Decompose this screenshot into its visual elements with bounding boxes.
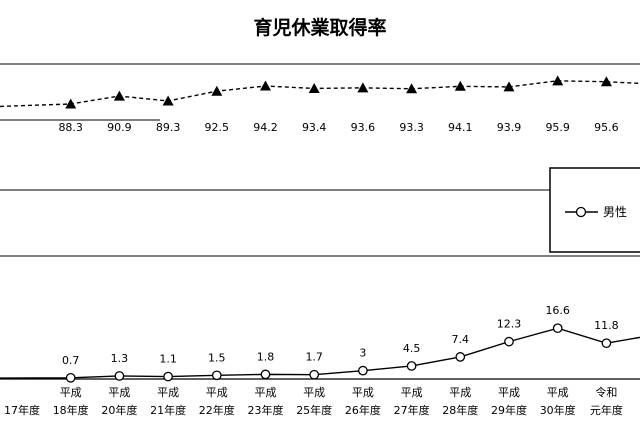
male-point-5: [260, 369, 271, 380]
x-tick-era-3: 平成: [157, 386, 179, 399]
female-point-2: [113, 90, 125, 101]
x-tick-era-8: 平成: [401, 386, 423, 399]
male-point-8: [406, 361, 417, 371]
female-label-8: 93.3: [399, 121, 424, 134]
female-point-7: [357, 82, 369, 93]
x-tick-era-4: 平成: [206, 386, 228, 399]
x-axis: 17年度 平成 18年度 平成 20年度 平成 21年度 平成 22年度 平成 23年度 平成 25年度…: [4, 385, 623, 417]
female-label-4: 92.5: [205, 121, 230, 134]
female-point-4: [211, 85, 223, 96]
male-label-6: 1.7: [305, 351, 323, 364]
female-label-1: 88.3: [58, 121, 83, 134]
x-tick-year-0: 17年度: [4, 403, 40, 417]
male-label-10: 12.3: [497, 318, 522, 331]
x-tick-year-1: 18年度: [53, 403, 89, 417]
female-point-11: [552, 75, 564, 86]
male-label-12: 11.8: [594, 319, 619, 332]
x-tick-era-10: 平成: [498, 386, 520, 399]
female-point-3: [162, 95, 174, 106]
x-tick-era-9: 平成: [449, 386, 471, 399]
male-label-9: 7.4: [452, 333, 470, 346]
male-label-1: 0.7: [62, 354, 80, 367]
male-point-1: [65, 372, 76, 383]
male-label-2: 1.3: [111, 352, 129, 365]
x-tick-era-6: 平成: [303, 386, 325, 399]
female-label-12: 95.6: [594, 121, 619, 134]
female-label-6: 93.4: [302, 121, 327, 134]
female-label-3: 89.3: [156, 121, 181, 134]
x-tick-year-10: 29年度: [491, 403, 527, 417]
x-tick-year-5: 23年度: [248, 403, 284, 417]
legend-label: 男性: [603, 205, 627, 219]
x-tick-year-6: 25年度: [296, 403, 332, 417]
female-point-1: [65, 98, 77, 109]
series-male-line: [0, 327, 640, 379]
x-tick-era-7: 平成: [352, 386, 374, 399]
x-tick-year-12: 元年度: [590, 403, 623, 417]
male-point-9: [455, 352, 466, 362]
x-tick-era-5: 平成: [255, 386, 277, 399]
female-label-2: 90.9: [107, 121, 132, 134]
series-female-line: [0, 80, 640, 108]
female-label-7: 93.6: [351, 121, 376, 134]
male-label-8: 4.5: [403, 342, 421, 355]
male-label-5: 1.8: [257, 350, 275, 363]
female-point-8: [406, 83, 418, 94]
female-label-5: 94.2: [253, 121, 278, 134]
x-tick-year-11: 30年度: [540, 403, 576, 417]
male-point-10: [504, 336, 514, 347]
x-tick-year-4: 22年度: [199, 403, 235, 417]
x-tick-year-2: 20年度: [101, 403, 137, 417]
x-tick-year-3: 21年度: [150, 403, 186, 417]
female-point-6: [308, 82, 320, 93]
x-tick-era-12: 令和: [595, 385, 617, 399]
x-tick-year-9: 28年度: [442, 403, 478, 417]
female-point-9: [454, 80, 466, 91]
female-label-10: 93.9: [497, 121, 522, 134]
female-point-5: [260, 80, 271, 91]
gridlines: [0, 63, 640, 380]
male-point-2: [114, 371, 125, 381]
male-point-3: [163, 371, 173, 382]
male-label-11: 16.6: [545, 304, 570, 317]
x-tick-year-8: 27年度: [394, 403, 430, 417]
male-point-11: [552, 323, 563, 334]
male-point-6: [309, 369, 320, 380]
legend: 男性: [549, 167, 640, 253]
female-label-11: 95.9: [545, 121, 570, 134]
series-female: 88.3 90.9 89.3 92.5 94.2 93.4 93.6 93.3 94.1 93.9…: [0, 75, 640, 134]
male-point-12: [601, 338, 612, 349]
male-label-7: 3: [359, 347, 366, 360]
x-tick-era-2: 平成: [108, 386, 130, 399]
chart-title: 育児休業取得率: [253, 16, 386, 39]
series-male: 0.71.31.11.51.81.734.57.412.316.611.814.…: [0, 304, 640, 383]
legend-box: [549, 167, 640, 253]
x-tick-era-1: 平成: [60, 386, 82, 399]
x-tick-era-11: 平成: [547, 386, 569, 399]
male-point-4: [211, 370, 222, 381]
female-label-9: 94.1: [448, 121, 473, 134]
male-point-7: [358, 365, 368, 376]
legend-marker: [575, 206, 587, 218]
female-point-10: [503, 81, 515, 92]
x-tick-year-7: 26年度: [345, 403, 381, 417]
female-point-12: [600, 76, 612, 87]
male-label-4: 1.5: [208, 351, 226, 364]
male-label-3: 1.1: [159, 353, 177, 366]
